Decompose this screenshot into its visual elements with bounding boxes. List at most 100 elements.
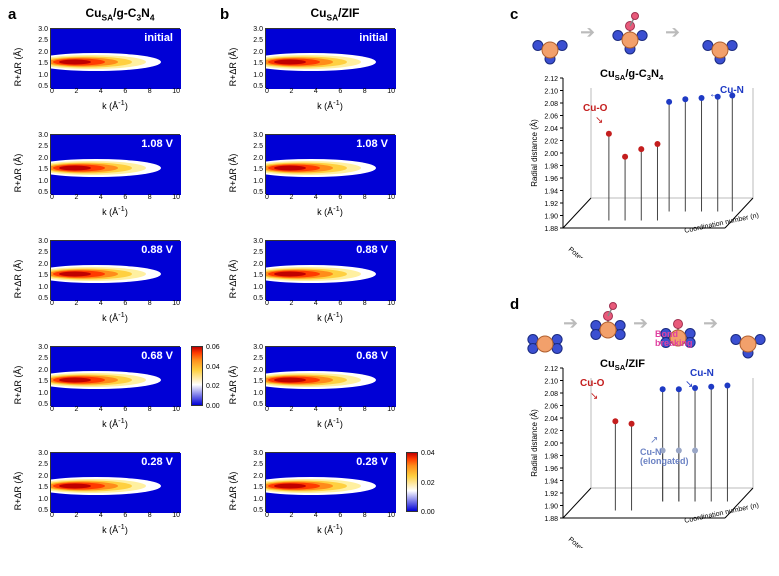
cbar-b-max: 0.04 (421, 450, 435, 457)
heatmap-ylabel: R+ΔR (Å) (228, 366, 238, 405)
heatmap-xlabel: k (Å-1) (50, 416, 180, 429)
heatmap-plot: 3.02.52.01.51.00.5 initial R+ΔR (Å) 0246… (20, 28, 180, 106)
heatmap-xlabel: k (Å-1) (265, 98, 395, 111)
arrow-icon: ➔ (563, 313, 578, 334)
heatmap-plot: 3.02.52.01.51.00.5 0.88 V R+ΔR (Å) 02468… (20, 240, 180, 318)
panel-label-c: c (510, 6, 518, 23)
svg-text:1.94: 1.94 (544, 189, 558, 196)
bond-breaking-label: Bondbreaking (655, 330, 693, 348)
panel-label-a: a (8, 6, 16, 23)
x-ticks: 0246810 (265, 88, 395, 95)
heatmap-tag: 0.28 V (141, 456, 173, 468)
heatmap-plot: 3.02.52.01.51.00.5 0.68 V R+ΔR (Å) 02468… (20, 346, 180, 424)
heatmap-canvas: 0.68 V (265, 346, 395, 406)
svg-text:2.04: 2.04 (544, 126, 558, 133)
x-ticks: 0246810 (50, 406, 180, 413)
x-ticks: 0246810 (265, 194, 395, 201)
heatmap-tag: initial (144, 32, 173, 44)
panel-c-title: CuSA/g-C3N4 (600, 68, 663, 82)
heatmap-canvas: initial (265, 28, 395, 88)
heatmap-ylabel: R+ΔR (Å) (228, 260, 238, 299)
heatmap-ylabel: R+ΔR (Å) (228, 472, 238, 511)
x-ticks: 0246810 (265, 512, 395, 519)
molecules-row-c: ➔ ➔ (525, 8, 765, 63)
cbar-a-mid: 0.04 (206, 364, 220, 371)
svg-text:Radial distance (Å): Radial distance (Å) (530, 119, 539, 187)
cu-n-label-d: Cu-N (690, 368, 714, 379)
heatmap-plot: 3.02.52.01.51.00.5 0.68 V R+ΔR (Å) 02468… (235, 346, 395, 424)
cu-o-label-c: Cu-O (583, 103, 607, 114)
y-ticks: 3.02.52.01.51.00.5 (34, 26, 48, 90)
svg-text:2.06: 2.06 (544, 114, 558, 121)
heatmap-xlabel: k (Å-1) (265, 522, 395, 535)
heatmap-plot: 3.02.52.01.51.00.5 0.28 V R+ΔR (Å) 02468… (20, 452, 180, 530)
y-ticks: 3.02.52.01.51.00.5 (249, 26, 263, 90)
svg-text:2.00: 2.00 (544, 441, 558, 448)
heatmap-tag: initial (359, 32, 388, 44)
x-ticks: 0246810 (50, 300, 180, 307)
heatmap-tag: 0.88 V (141, 244, 173, 256)
y-ticks: 3.02.52.01.51.00.5 (34, 132, 48, 196)
svg-text:1.98: 1.98 (544, 454, 558, 461)
arrow-icon: ← (709, 89, 719, 100)
cu-n-elong-label: Cu-N(elongated) (640, 448, 689, 466)
heatmap-plot: 3.02.52.01.51.00.5 0.88 V R+ΔR (Å) 02468… (235, 240, 395, 318)
heatmap-stack-b: 3.02.52.01.51.00.5 initial R+ΔR (Å) 0246… (235, 28, 415, 558)
svg-text:2.02: 2.02 (544, 139, 558, 146)
svg-text:1.90: 1.90 (544, 214, 558, 221)
heatmap-canvas: 1.08 V (265, 134, 395, 194)
svg-text:1.88: 1.88 (544, 516, 558, 523)
svg-text:Potential (V vs RHE): Potential (V vs RHE) (567, 246, 621, 258)
plot3d-c: 1.881.901.921.941.961.982.002.022.042.06… (525, 63, 765, 258)
y-ticks: 3.02.52.01.51.00.5 (249, 344, 263, 408)
heatmap-stack-a: 3.02.52.01.51.00.5 initial R+ΔR (Å) 0246… (20, 28, 200, 558)
svg-text:2.10: 2.10 (544, 89, 558, 96)
x-ticks: 0246810 (50, 512, 180, 519)
heatmap-canvas: 1.08 V (50, 134, 180, 194)
mol-d-2 (583, 300, 633, 353)
heatmap-ylabel: R+ΔR (Å) (13, 154, 23, 193)
heatmap-plot: 3.02.52.01.51.00.5 0.28 V R+ΔR (Å) 02468… (235, 452, 395, 530)
heatmap-canvas: 0.88 V (50, 240, 180, 300)
svg-text:1.90: 1.90 (544, 504, 558, 511)
svg-text:1.92: 1.92 (544, 201, 558, 208)
heatmap-xlabel: k (Å-1) (50, 204, 180, 217)
svg-text:1.94: 1.94 (544, 479, 558, 486)
arrow-icon: ➔ (665, 22, 680, 43)
heatmap-canvas: 0.88 V (265, 240, 395, 300)
panel-c: ➔ ➔ 1.881.901.921.941.961.982.002.022.04… (525, 8, 765, 258)
heatmap-plot: 3.02.52.01.51.00.5 initial R+ΔR (Å) 0246… (235, 28, 395, 106)
heatmap-tag: 0.68 V (141, 350, 173, 362)
heatmap-ylabel: R+ΔR (Å) (13, 260, 23, 299)
svg-text:1.96: 1.96 (544, 176, 558, 183)
plot3d-d: 1.881.901.921.941.961.982.002.022.042.06… (525, 353, 765, 548)
svg-text:2.06: 2.06 (544, 404, 558, 411)
y-ticks: 3.02.52.01.51.00.5 (249, 132, 263, 196)
heatmap-ylabel: R+ΔR (Å) (13, 472, 23, 511)
heatmap-xlabel: k (Å-1) (265, 310, 395, 323)
cbar-a-min: 0.00 (206, 403, 220, 410)
cbar-a-lo: 0.02 (206, 383, 220, 390)
svg-text:Coordination number (n): Coordination number (n) (684, 212, 760, 235)
heatmap-xlabel: k (Å-1) (265, 204, 395, 217)
x-ticks: 0246810 (50, 194, 180, 201)
svg-text:2.02: 2.02 (544, 429, 558, 436)
svg-text:2.00: 2.00 (544, 151, 558, 158)
heatmap-canvas: initial (50, 28, 180, 88)
svg-text:1.98: 1.98 (544, 164, 558, 171)
heatmap-ylabel: R+ΔR (Å) (228, 48, 238, 87)
molecules-row-d: ➔ ➔ Bondbreaking ➔ (525, 298, 765, 353)
heatmap-xlabel: k (Å-1) (50, 522, 180, 535)
heatmap-tag: 0.28 V (356, 456, 388, 468)
x-ticks: 0246810 (265, 406, 395, 413)
svg-text:Coordination number (n): Coordination number (n) (684, 502, 760, 525)
svg-text:Radial distance (Å): Radial distance (Å) (530, 409, 539, 477)
col-a-title: CuSA/g-C3N4 (40, 6, 200, 22)
mol-c-2 (605, 10, 655, 63)
heatmap-ylabel: R+ΔR (Å) (13, 48, 23, 87)
heatmap-canvas: 0.28 V (265, 452, 395, 512)
svg-text:2.12: 2.12 (544, 366, 558, 373)
heatmap-canvas: 0.68 V (50, 346, 180, 406)
x-ticks: 0246810 (50, 88, 180, 95)
svg-text:2.04: 2.04 (544, 416, 558, 423)
